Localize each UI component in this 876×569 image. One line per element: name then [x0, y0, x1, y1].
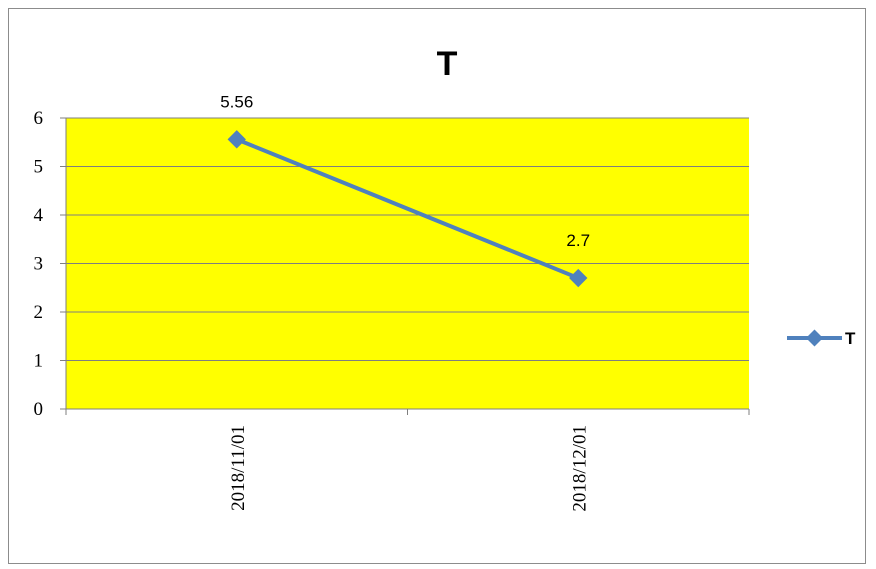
series-group: 5.56 2.7 — [220, 92, 590, 288]
y-tick-label: 6 — [34, 108, 44, 129]
gridlines — [66, 117, 749, 361]
x-axis-ticks: 2018/11/01 2018/12/01 — [228, 425, 591, 512]
y-tick-label: 5 — [34, 157, 44, 178]
data-point-marker — [227, 130, 246, 149]
series-line — [235, 137, 580, 280]
x-tick-label: 2018/11/01 — [228, 425, 249, 511]
data-point-marker — [569, 268, 588, 288]
legend: T — [787, 329, 856, 348]
y-tick-label: 2 — [34, 302, 44, 323]
y-tick-label: 4 — [34, 205, 44, 226]
data-label: 5.56 — [220, 92, 253, 111]
x-tick-label: 2018/12/01 — [569, 425, 590, 512]
legend-label: T — [845, 329, 856, 348]
y-tick-label: 0 — [34, 399, 44, 420]
y-axis-ticks: 0 1 2 3 4 5 6 — [34, 108, 44, 420]
y-tick-label: 3 — [34, 254, 44, 275]
legend-marker — [806, 329, 823, 347]
chart-title: T — [437, 45, 458, 83]
y-tick-label: 1 — [34, 351, 44, 372]
data-label: 2.7 — [566, 231, 590, 250]
axes — [60, 117, 750, 415]
